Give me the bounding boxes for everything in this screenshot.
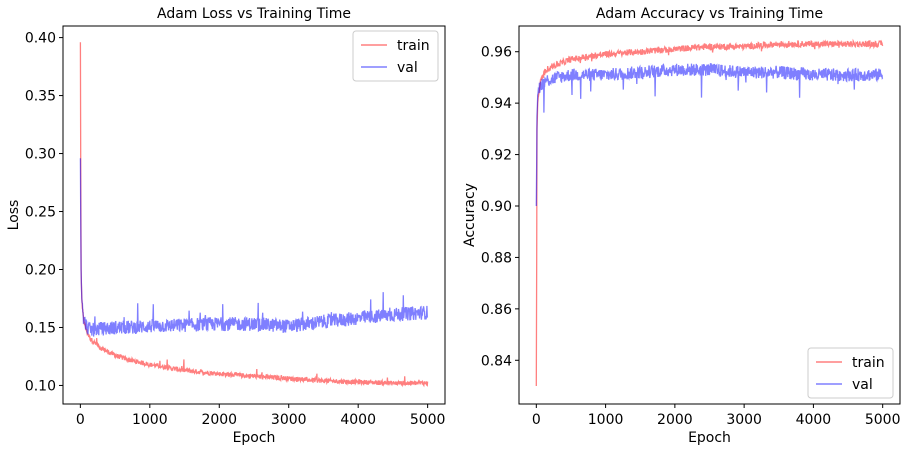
y-axis-label: Loss <box>6 200 22 231</box>
legend: train val <box>352 30 439 82</box>
x-tick-label: 0 <box>76 412 85 428</box>
chart-accuracy: 0 1000 2000 3000 4000 5000 0.84 0.86 0.88 0.90 0.9… <box>462 6 901 446</box>
x-tick-label: 0 <box>532 412 541 428</box>
y-tick-label: 0.90 <box>481 199 512 215</box>
x-tick-label: 5000 <box>865 412 901 428</box>
series-line-train <box>79 42 429 388</box>
series-line-val <box>535 63 884 207</box>
x-tick-label: 1000 <box>588 412 624 428</box>
y-axis-label: Accuracy <box>462 183 478 247</box>
y-tick-label: 0.86 <box>481 302 512 318</box>
legend-label-val: val <box>397 60 418 76</box>
y-tick-label: 0.88 <box>481 250 512 266</box>
x-axis-label: Epoch <box>233 430 276 446</box>
y-tick-label: 0.96 <box>481 45 512 61</box>
x-tick-label: 3000 <box>271 412 307 428</box>
series-line-train <box>535 38 884 387</box>
y-tick-label: 0.30 <box>25 147 56 163</box>
legend-box <box>352 30 439 82</box>
y-tick-label: 0.84 <box>481 353 512 369</box>
legend-label-train: train <box>852 355 885 371</box>
x-tick-label: 1000 <box>132 412 168 428</box>
x-tick-label: 4000 <box>796 412 832 428</box>
x-tick-label: 3000 <box>726 412 762 428</box>
x-tick-label: 5000 <box>410 412 446 428</box>
series-group <box>79 42 429 388</box>
series-line-val <box>79 158 429 337</box>
chart-title: Adam Accuracy vs Training Time <box>596 6 823 22</box>
x-tick-label: 2000 <box>201 412 237 428</box>
legend-label-val: val <box>852 377 873 393</box>
series-group <box>535 38 884 387</box>
plot-frame <box>62 25 446 405</box>
x-tick-label: 2000 <box>657 412 693 428</box>
y-tick-label: 0.94 <box>481 96 512 112</box>
x-axis-label: Epoch <box>688 430 731 446</box>
y-tick-label: 0.10 <box>25 378 56 394</box>
y-tick-label: 0.92 <box>481 148 512 164</box>
y-tick-label: 0.25 <box>25 205 56 221</box>
legend: train val <box>807 347 894 399</box>
y-tick-label: 0.40 <box>25 31 56 47</box>
legend-label-train: train <box>397 38 430 54</box>
chart-loss: 0 1000 2000 3000 4000 5000 0.10 0.15 0.20 0.25 0.3… <box>6 6 446 446</box>
y-tick-label: 0.35 <box>25 89 56 105</box>
y-tick-label: 0.15 <box>25 320 56 336</box>
plot-frame <box>518 25 901 405</box>
x-tick-label: 4000 <box>340 412 376 428</box>
legend-box <box>807 347 894 399</box>
y-tick-label: 0.20 <box>25 262 56 278</box>
chart-title: Adam Loss vs Training Time <box>157 6 351 22</box>
